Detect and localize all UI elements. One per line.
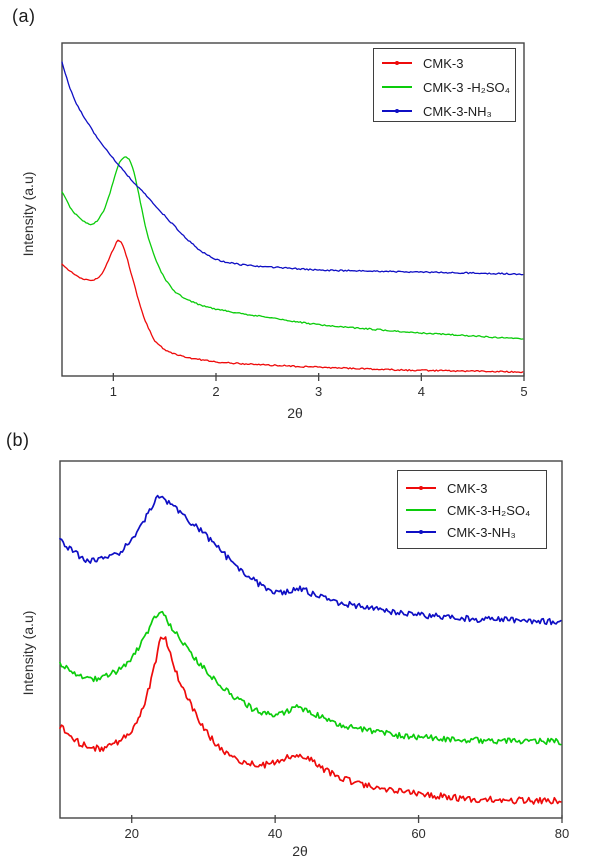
legend-entry-cmk3-h2so4: CMK-3 -H₂SO₄ [374,75,515,99]
legend-marker-line [382,86,412,88]
x-tick-label: 2 [212,384,220,399]
series-curve-cmk-3-nh- [61,61,524,276]
legend-panel-a: CMK-3 CMK-3 -H₂SO₄ CMK-3-NH₃ [373,48,516,122]
panel-a-xlabel: 2θ [287,405,303,421]
x-tick-label: 4 [417,384,425,399]
x-tick-label: 40 [267,826,283,841]
legend-marker-line [382,61,412,65]
legend-marker-line [406,530,436,534]
series-curve-cmk-3-nh- [59,494,562,626]
legend-marker-line [406,486,436,490]
legend-entry-cmk3: CMK-3 [374,51,515,75]
legend-label: CMK-3-NH₃ [423,103,492,119]
legend-label: CMK-3-NH₃ [447,524,516,540]
plot-border-(a) [61,42,525,377]
legend-marker-line [382,109,412,113]
plot-border-(b) [59,460,563,819]
x-tick-label: 60 [411,826,426,841]
panel-b-letter: (b) [6,430,30,450]
x-tick-label: 5 [520,384,528,399]
series-curve-cmk-3-h-so- [61,156,524,340]
legend-marker-line [406,509,436,511]
legend-label: CMK-3 [447,480,488,496]
legend-entry-cmk3-nh3: CMK-3-NH₃ [398,521,546,543]
series-curve-cmk-3 [59,636,562,805]
panel-a-letter: (a) [12,6,36,26]
legend-entry-cmk3: CMK-3 [398,477,546,499]
x-tick-label: 80 [554,826,570,841]
legend-panel-b: CMK-3 CMK-3-H₂SO₄ CMK-3-NH₃ [397,470,547,549]
legend-label: CMK-3 -H₂SO₄ [423,79,510,95]
legend-entry-cmk3-nh3: CMK-3-NH₃ [374,99,515,123]
x-tick-label: 20 [124,826,139,841]
panel-b-ylabel: Intensity (a.u) [20,610,36,696]
legend-label: CMK-3-H₂SO₄ [447,502,531,518]
panel-a-ylabel: Intensity (a.u) [20,171,36,257]
x-tick-label: 3 [315,384,323,399]
panel-b-xlabel: 2θ [292,843,308,859]
legend-entry-cmk3-h2so4: CMK-3-H₂SO₄ [398,499,546,521]
series-curve-cmk-3-h-so- [59,610,562,746]
legend-label: CMK-3 [423,55,464,71]
series-curve-cmk-3 [61,239,524,374]
x-tick-label: 1 [109,384,117,399]
